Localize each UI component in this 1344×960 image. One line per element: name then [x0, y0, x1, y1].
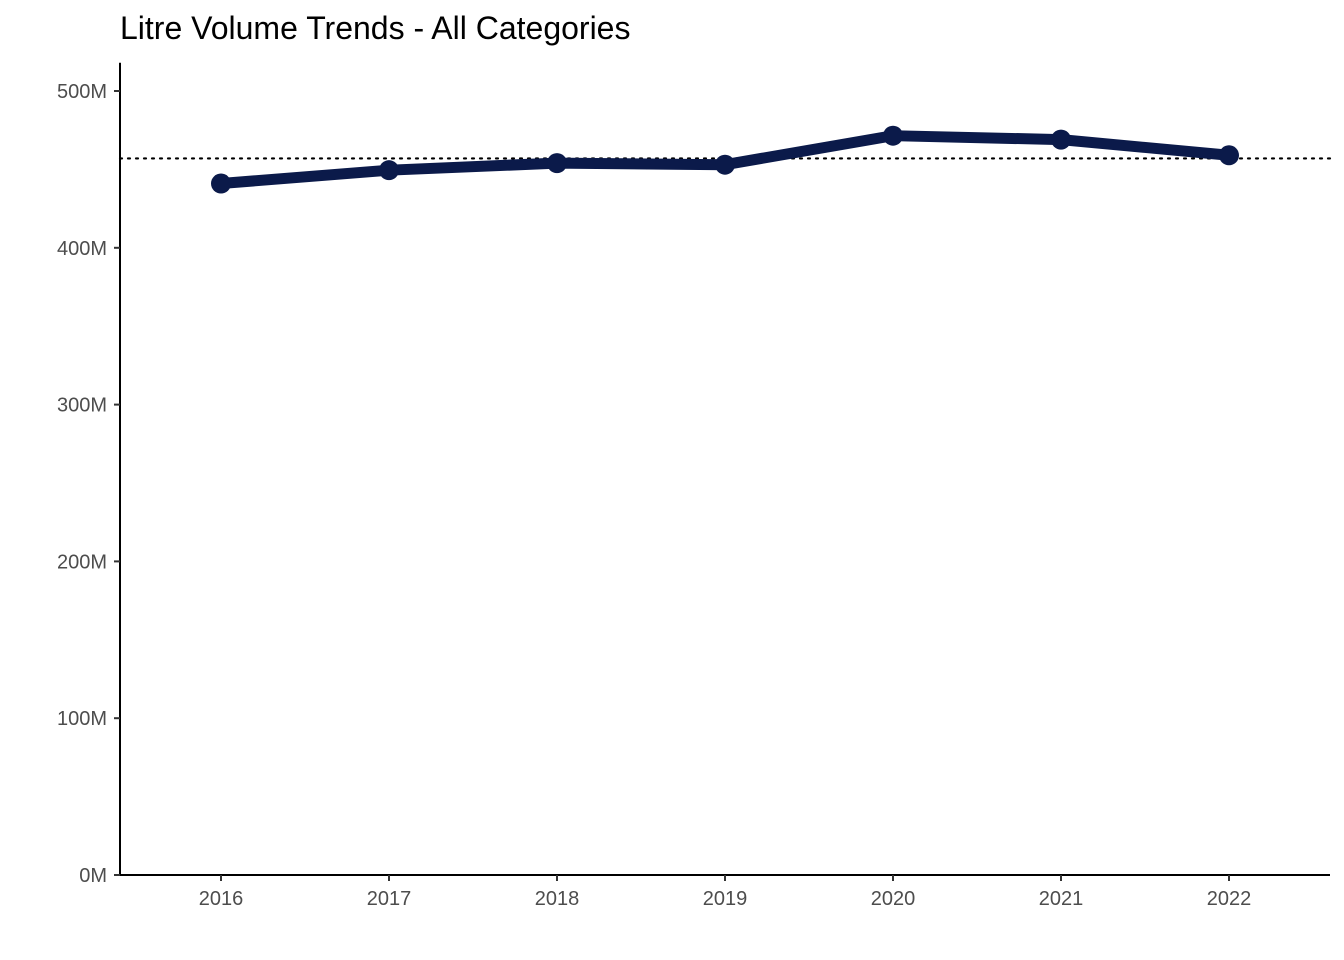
- x-tick-label: 2021: [1039, 888, 1084, 910]
- data-point-2017: [379, 160, 399, 181]
- y-tick-label: 100M: [57, 708, 107, 730]
- y-tick-label: 200M: [57, 551, 107, 573]
- y-tick-label: 400M: [57, 238, 107, 260]
- chart-title: Litre Volume Trends - All Categories: [120, 10, 630, 46]
- data-point-2020: [883, 125, 903, 146]
- data-point-2019: [715, 154, 735, 175]
- x-tick-label: 2016: [199, 888, 244, 910]
- x-tick-label: 2022: [1207, 888, 1252, 910]
- x-tick-label: 2019: [703, 888, 748, 910]
- data-point-2018: [547, 153, 567, 174]
- y-tick-label: 0M: [79, 865, 107, 887]
- x-tick-label: 2020: [871, 888, 916, 910]
- x-tick-label: 2018: [535, 888, 580, 910]
- data-point-2016: [211, 173, 231, 194]
- data-point-2021: [1051, 129, 1071, 150]
- y-tick-label: 300M: [57, 395, 107, 417]
- y-tick-label: 500M: [57, 81, 107, 103]
- x-tick-label: 2017: [367, 888, 412, 910]
- data-point-2022: [1219, 145, 1239, 166]
